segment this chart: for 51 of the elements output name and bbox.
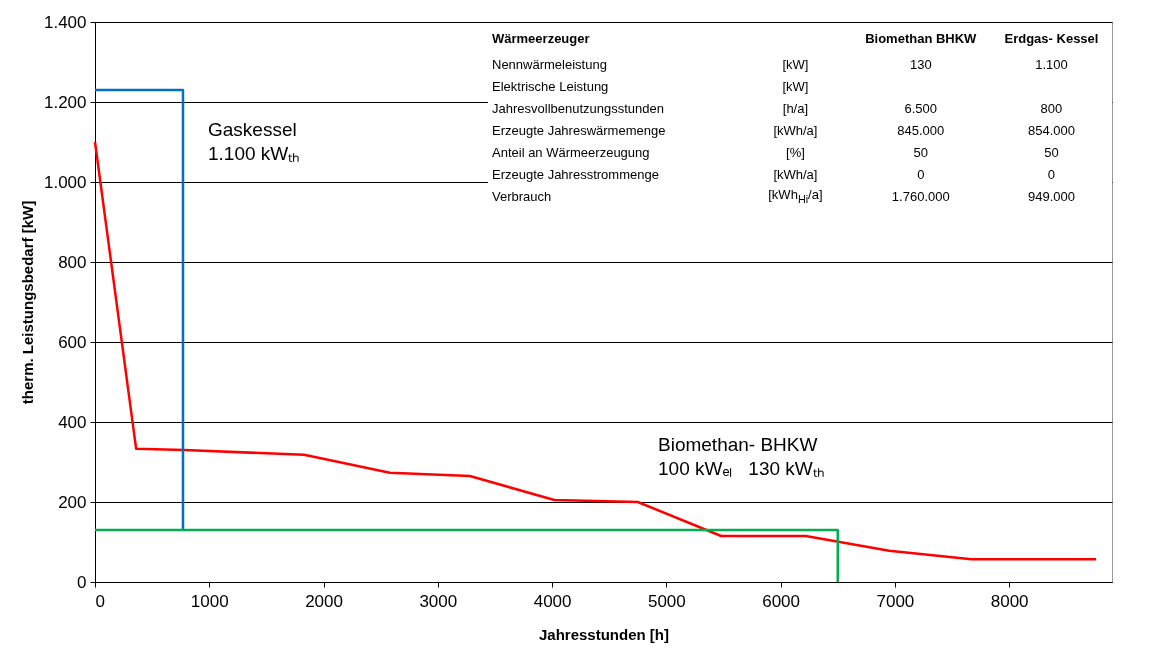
text: [%] — [786, 144, 805, 160]
text: 854.000 — [1027, 122, 1075, 138]
x-axis-title: Jahresstunden [h] — [538, 625, 670, 643]
text: 1.760.000 — [891, 188, 950, 204]
y-tick-label: 1.400 — [43, 12, 87, 32]
category-label: Erzeugte Jahresstrommenge — [492, 166, 659, 182]
text: 50 — [1044, 144, 1059, 160]
category-label: Jahresvollbenutzungsstunden — [492, 100, 665, 116]
text: 800 — [1040, 100, 1063, 116]
y-tick-label: 200 — [58, 492, 87, 512]
category-label: Wärmeerzeuger — [491, 29, 591, 48]
y-tick-label: 0 — [77, 572, 87, 592]
y-axis-title: therm. Leistungsbedarf [kW] — [18, 200, 36, 405]
y-tick-label: 1.200 — [43, 92, 87, 112]
x-tick-label: 3000 — [419, 591, 458, 611]
x-tick-label: 4000 — [533, 591, 572, 611]
text: 845.000 — [897, 122, 945, 138]
x-tick-label: 2000 — [305, 591, 343, 611]
text: 1.100 — [1035, 56, 1068, 72]
x-tick-label: 7000 — [876, 591, 915, 611]
x-tick-label: 8000 — [990, 591, 1029, 611]
y-tick-label: 600 — [58, 332, 87, 352]
category-label: Elektrische Leistung — [492, 78, 609, 94]
x-tick-label: 0 — [95, 591, 105, 611]
category-label: Anteil an Wärmeerzeugung — [492, 144, 650, 160]
text: 50 — [913, 144, 929, 160]
y-tick-label: 1.000 — [43, 172, 87, 192]
text: [kWh/a] — [773, 166, 818, 182]
text: [h/a] — [782, 100, 809, 116]
text: 0 — [917, 166, 925, 182]
y-tick-label: 800 — [58, 252, 87, 272]
annotation: Biomethan- BHKW 100 kWₑₗ 130 kWₜₕ — [658, 433, 825, 481]
category-label: Nennwärmeleistung — [492, 56, 607, 72]
category-label: Erzeugte Jahreswärmemenge — [492, 122, 666, 138]
annotation: Gaskessel 1.100 kWₜₕ — [208, 118, 301, 166]
text: 0 — [1047, 166, 1056, 182]
x-tick-label: 5000 — [647, 591, 686, 611]
category-label: Biomethan BHKW — [864, 29, 978, 48]
text: 6.500 — [904, 100, 938, 116]
text: [kWh/a] — [773, 122, 818, 138]
text: 949.000 — [1027, 188, 1075, 204]
text: [kW] — [782, 78, 809, 94]
text: [kWh$_{Hi}$/a] — [768, 187, 823, 205]
x-tick-label: 1000 — [190, 591, 229, 611]
text: [kW] — [782, 56, 809, 72]
x-tick-label: 6000 — [762, 591, 801, 611]
category-label: Erdgas- Kessel — [1003, 29, 1100, 48]
text: 130 — [909, 56, 932, 72]
y-tick-label: 400 — [58, 412, 87, 432]
line-series — [93, 140, 1098, 561]
category-label: Verbrauch — [492, 188, 552, 204]
